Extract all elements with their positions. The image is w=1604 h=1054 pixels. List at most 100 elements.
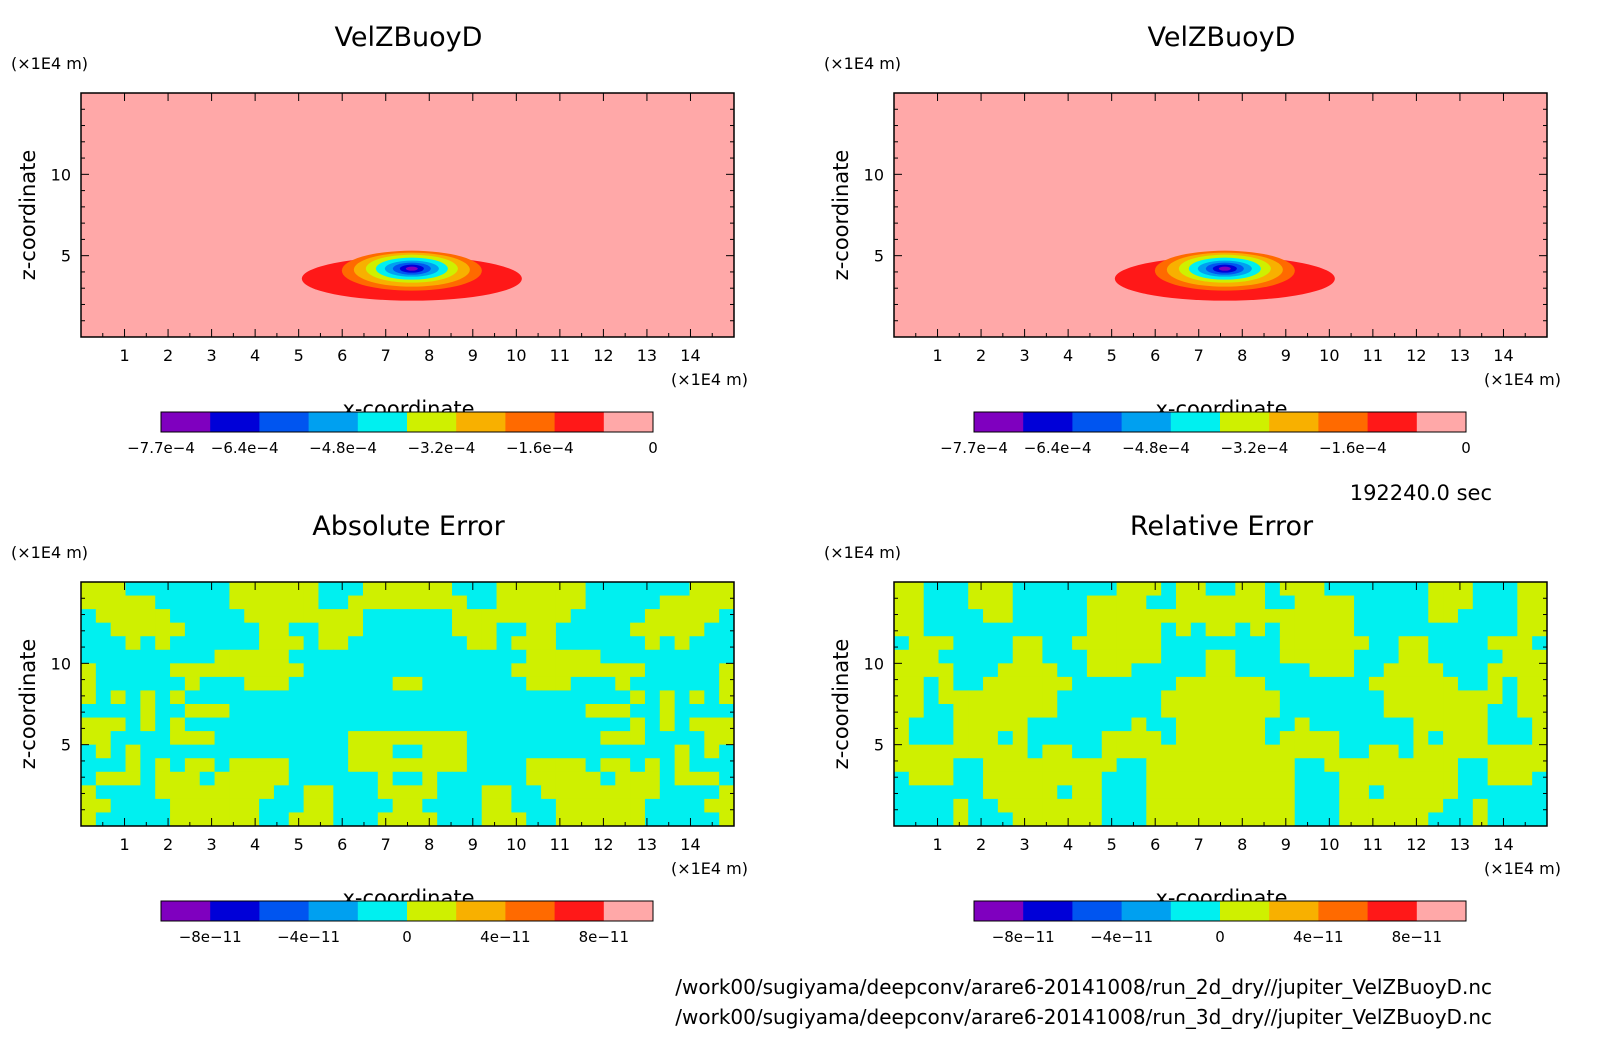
field-cell bbox=[1368, 731, 1385, 746]
colorbar-label: −7.7e−4 bbox=[127, 439, 195, 457]
field-cell bbox=[1205, 785, 1222, 800]
field-cell bbox=[894, 663, 910, 678]
field-cell bbox=[1472, 690, 1489, 705]
colorbar-swatch bbox=[1318, 412, 1369, 432]
field-cell bbox=[1517, 785, 1533, 800]
field-cell bbox=[1413, 812, 1429, 826]
field-cell bbox=[1042, 798, 1058, 814]
field-cell bbox=[184, 744, 201, 759]
field-cell bbox=[155, 676, 171, 692]
colorbar-label: 4e−11 bbox=[480, 928, 530, 946]
field-cell bbox=[1294, 758, 1311, 773]
field-cell bbox=[1027, 663, 1044, 678]
field-cell bbox=[348, 812, 364, 826]
field-cell bbox=[674, 785, 691, 800]
field-cell bbox=[968, 758, 984, 773]
field-cell bbox=[422, 649, 438, 664]
x-tick-label: 13 bbox=[1450, 346, 1470, 365]
field-cell bbox=[1368, 704, 1385, 719]
field-cell bbox=[318, 771, 334, 786]
field-cell bbox=[894, 758, 910, 773]
x-tick-label: 7 bbox=[381, 835, 391, 854]
colorbar-swatch bbox=[505, 901, 556, 921]
x-tick-label: 4 bbox=[1063, 835, 1073, 854]
field-cell bbox=[392, 744, 409, 759]
field-cell bbox=[1161, 731, 1177, 746]
field-cell bbox=[481, 771, 498, 786]
field-cell bbox=[407, 595, 423, 610]
field-cell bbox=[1265, 812, 1281, 826]
field-cell bbox=[541, 771, 557, 786]
field-cell bbox=[1324, 690, 1340, 705]
field-cell bbox=[1101, 744, 1118, 759]
field-cell bbox=[953, 731, 969, 746]
field-cell bbox=[1057, 622, 1073, 637]
field-cell bbox=[1472, 717, 1489, 732]
field-cell bbox=[288, 663, 305, 678]
field-cell bbox=[689, 798, 705, 814]
field-cell bbox=[1190, 595, 1207, 610]
field-cell bbox=[704, 717, 720, 732]
field-cell bbox=[1368, 663, 1385, 678]
field-cell bbox=[125, 690, 141, 705]
field-cell bbox=[1428, 771, 1444, 786]
field-cell bbox=[199, 731, 216, 746]
x-tick-label: 11 bbox=[550, 346, 570, 365]
field-cell bbox=[229, 690, 245, 705]
field-cell bbox=[1309, 785, 1325, 800]
field-cell bbox=[630, 649, 646, 664]
field-cell bbox=[1161, 649, 1177, 664]
field-cell bbox=[1517, 609, 1533, 624]
field-cell bbox=[704, 798, 720, 814]
field-cell bbox=[184, 609, 201, 624]
field-cell bbox=[1190, 785, 1207, 800]
field-cell bbox=[140, 717, 156, 732]
field-cell bbox=[496, 622, 512, 637]
field-cell bbox=[1116, 798, 1133, 814]
field-cell bbox=[615, 744, 631, 759]
field-cell bbox=[644, 785, 661, 800]
field-cell bbox=[674, 758, 691, 773]
field-cell bbox=[407, 731, 423, 746]
field-cell bbox=[659, 649, 676, 664]
field-cell bbox=[273, 744, 290, 759]
field-cell bbox=[1383, 758, 1400, 773]
field-cell bbox=[1309, 622, 1325, 637]
field-cell bbox=[1294, 717, 1311, 732]
field-cell bbox=[81, 717, 97, 732]
field-cell bbox=[1398, 812, 1415, 826]
colorbar: −8e−11 −4e−11 0 4e−11 8e−11 bbox=[160, 900, 654, 946]
field-cell bbox=[392, 771, 409, 786]
field-cell bbox=[704, 690, 720, 705]
field-cell bbox=[1294, 622, 1311, 637]
field-cell bbox=[273, 771, 290, 786]
field-cell bbox=[1502, 636, 1518, 651]
field-cell bbox=[422, 731, 438, 746]
field-cell bbox=[1235, 717, 1251, 732]
field-cell bbox=[288, 636, 305, 651]
field-cell bbox=[600, 609, 616, 624]
field-cell bbox=[1175, 595, 1192, 610]
field-cell bbox=[1265, 595, 1281, 610]
field-cell bbox=[110, 717, 127, 732]
field-cell bbox=[1517, 704, 1533, 719]
field-cell bbox=[244, 582, 260, 597]
field-cell bbox=[318, 636, 334, 651]
x-tick-label: 10 bbox=[1319, 835, 1339, 854]
field-cell bbox=[362, 663, 379, 678]
field-cell bbox=[1517, 649, 1533, 664]
field-cell bbox=[938, 595, 954, 610]
chart-panel-2: VelZBuoyD(×1E4 m)1 2 3 4 5 6 7 8 9 10 11 12 13 14(×1E… bbox=[824, 22, 1561, 457]
field-cell bbox=[348, 744, 364, 759]
field-cell bbox=[1279, 649, 1296, 664]
field-cell bbox=[288, 771, 305, 786]
field-cell bbox=[1428, 731, 1444, 746]
field-cell bbox=[997, 595, 1014, 610]
field-cell bbox=[110, 649, 127, 664]
field-cell bbox=[362, 609, 379, 624]
field-cell bbox=[630, 812, 646, 826]
field-cell bbox=[600, 704, 616, 719]
field-cell bbox=[288, 785, 305, 800]
field-cell bbox=[437, 582, 453, 597]
